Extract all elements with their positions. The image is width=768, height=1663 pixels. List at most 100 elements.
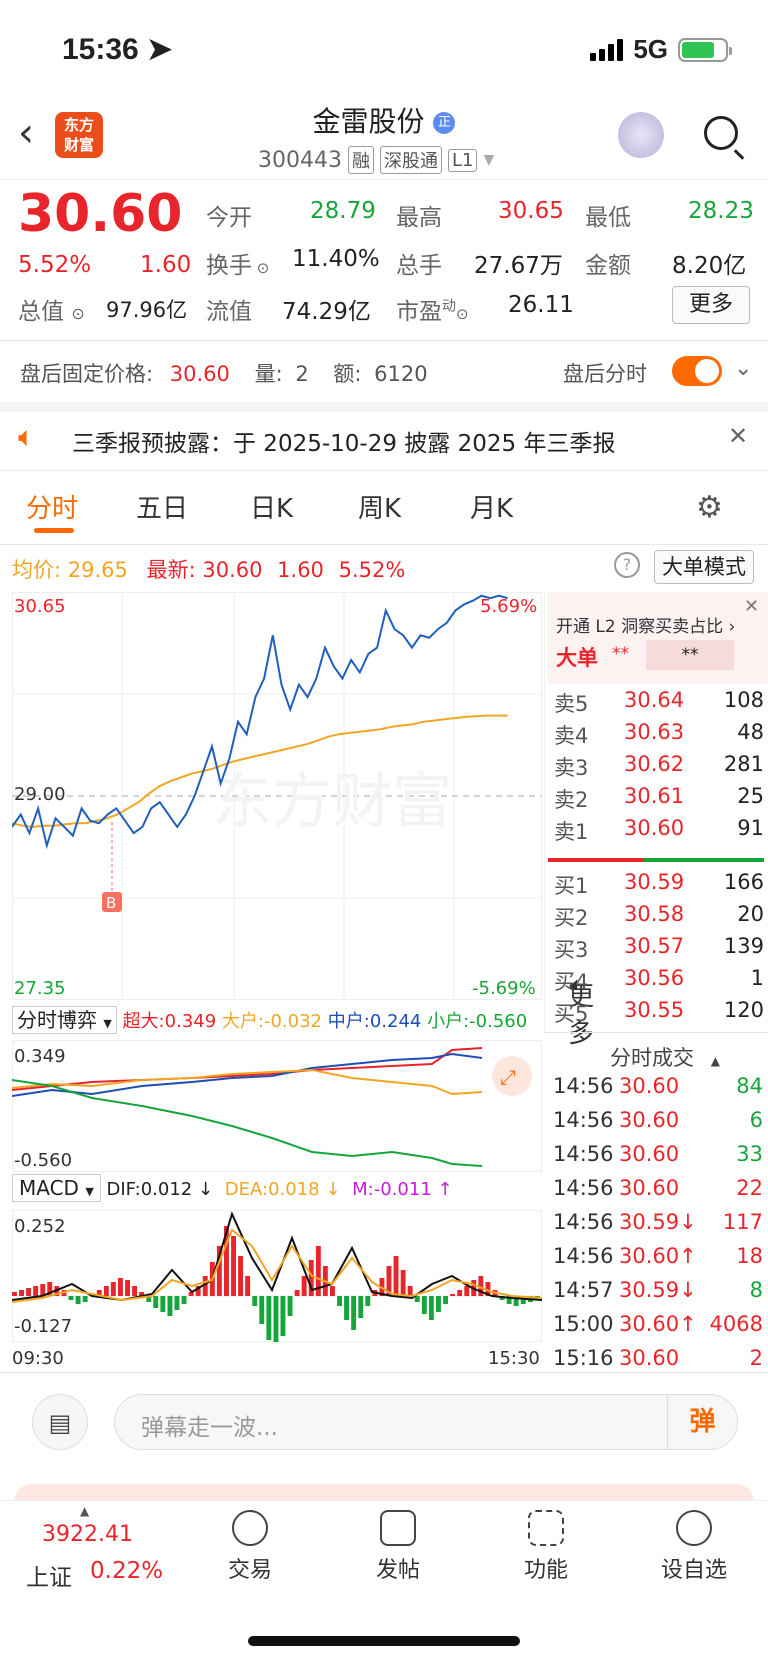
level-price: 30.56 <box>624 966 685 990</box>
after-hours-toggle[interactable] <box>672 356 722 386</box>
level-volume: 281 <box>723 752 764 776</box>
ask-row[interactable]: 卖5 30.64 108 <box>554 688 764 718</box>
macd-bar <box>75 1296 81 1304</box>
macd-bar <box>266 1296 272 1340</box>
ask-row[interactable]: 卖1 30.60 91 <box>554 816 764 846</box>
macd-bar <box>167 1296 173 1316</box>
macd-bar <box>407 1286 413 1296</box>
chevron-down-icon[interactable]: ⌄ <box>734 356 753 381</box>
tab-daily-k[interactable]: 日K <box>250 494 294 524</box>
notice-text[interactable]: 三季报预披露：于 2025-10-29 披露 2025 年三季报 <box>72 431 616 457</box>
status-bar: 15:36 ➤ 5G <box>0 0 768 100</box>
bid-row[interactable]: 买2 30.58 20 <box>554 902 764 932</box>
big-order-value-2: ** <box>646 640 734 670</box>
level-volume: 1 <box>750 966 764 990</box>
macd-bar <box>40 1284 46 1296</box>
assistant-avatar-icon[interactable] <box>618 112 664 158</box>
macd-bar <box>110 1282 116 1296</box>
macd-bar <box>139 1292 145 1296</box>
after-hours-chart-label: 盘后分时 <box>563 362 647 386</box>
index-percent[interactable]: 0.22% <box>90 1558 164 1584</box>
macd-bar <box>132 1286 137 1296</box>
x-start-label: 09:30 <box>12 1348 64 1369</box>
intraday-chart[interactable]: 东方财富 B 30.65 29.00 27.35 5.69% -5.69% <box>12 592 542 1000</box>
index-name[interactable]: 上证 <box>26 1565 72 1591</box>
tab-intraday[interactable]: 分时 <box>26 494 79 524</box>
ask-row[interactable]: 卖3 30.62 281 <box>554 752 764 782</box>
level-label: 买5 <box>554 1002 589 1026</box>
bid-row[interactable]: 买5 30.55 120 <box>554 998 764 1028</box>
volume-value: 27.67万 <box>474 253 563 279</box>
danmaku-send-button[interactable]: 弹 <box>667 1395 737 1449</box>
close-icon[interactable]: ✕ <box>728 422 749 450</box>
svg-text:B: B <box>106 894 116 912</box>
back-icon[interactable]: ‹ <box>18 110 34 156</box>
macd-bar <box>301 1276 307 1296</box>
amount-value: 8.20亿 <box>672 253 747 279</box>
macd-select[interactable]: MACD ▼ <box>12 1174 101 1202</box>
more-button[interactable]: 更多 <box>672 286 750 324</box>
buy-marker[interactable] <box>102 892 122 912</box>
level-volume: 48 <box>737 720 764 744</box>
bid-row[interactable]: 买1 30.59 166 <box>554 870 764 900</box>
big-order-mode-button[interactable]: 大单模式 <box>654 550 754 584</box>
tab-weekly-k[interactable]: 周K <box>358 494 402 524</box>
nav-post[interactable]: 发帖 <box>348 1510 448 1584</box>
nav-watchlist[interactable]: 设自选 <box>644 1510 744 1584</box>
bid-row[interactable]: 买3 30.57 139 <box>554 934 764 964</box>
svg-text:⤢: ⤢ <box>500 1065 516 1089</box>
macd-bar <box>513 1296 519 1306</box>
amount-label: 金额 <box>585 253 631 279</box>
level-price: 30.64 <box>624 688 685 712</box>
float-label: 流值 <box>206 299 252 325</box>
macd-bar <box>160 1296 166 1312</box>
macd-bar <box>400 1270 406 1296</box>
ask-bid-bar-red <box>548 858 644 862</box>
change-percent: 5.52% <box>18 252 92 278</box>
gear-icon[interactable]: ⚙ <box>696 490 723 525</box>
comment-input[interactable]: 弹幕走一波... 弹 <box>114 1394 738 1450</box>
trade-row: 14:56 30.60↑ 18 <box>553 1244 763 1268</box>
macd-bar <box>386 1266 392 1296</box>
price-line <box>12 594 508 850</box>
bid-row[interactable]: 买4 30.56 1 <box>554 966 764 996</box>
nav-trade[interactable]: 交易 <box>200 1510 300 1584</box>
nav-functions[interactable]: 功能 <box>496 1510 596 1584</box>
macd-chart[interactable]: 0.252 -0.127 <box>12 1210 542 1342</box>
macd-bar <box>294 1290 300 1296</box>
trades-title[interactable]: 分时成交 ▲ <box>610 1046 720 1070</box>
index-value[interactable]: 3922.41 <box>42 1522 133 1547</box>
level-price: 30.58 <box>624 902 685 926</box>
danmaku-settings-icon[interactable]: ▤ <box>32 1394 88 1450</box>
tag-margin: 融 <box>347 146 374 174</box>
game-select[interactable]: 分时博弈 ▼ <box>12 1006 117 1034</box>
expand-icon[interactable] <box>492 1056 532 1096</box>
app-logo: 东方 财富 <box>55 112 103 158</box>
search-icon[interactable] <box>704 116 745 160</box>
last-price: 30.60 <box>18 184 183 244</box>
ask-row[interactable]: 卖2 30.61 25 <box>554 784 764 814</box>
close-icon[interactable]: ✕ <box>744 596 760 617</box>
l2-header[interactable]: 开通 L2 洞察买卖占比 › <box>556 617 736 637</box>
chart-summary: 均价: 29.65 最新: 30.60 1.60 5.52% <box>12 558 406 582</box>
tab-monthly-k[interactable]: 月K <box>470 494 514 524</box>
game-chart[interactable]: 0.349 -0.560 ⤢ <box>12 1040 542 1172</box>
chevron-down-icon[interactable]: ▼ <box>483 152 495 168</box>
app-header <box>0 100 768 180</box>
chevron-up-icon[interactable]: ▲ <box>80 1504 90 1518</box>
level-volume: 20 <box>737 902 764 926</box>
macd-bar <box>485 1282 491 1296</box>
level-volume: 139 <box>723 934 764 958</box>
macd-bar <box>443 1296 448 1304</box>
level-price: 30.63 <box>624 720 685 744</box>
help-icon[interactable]: ? <box>614 552 640 578</box>
trade-row: 14:56 30.60 6 <box>553 1108 763 1132</box>
home-indicator <box>248 1636 520 1646</box>
stock-title: 金雷股份 正 <box>0 100 768 140</box>
macd-bar <box>188 1292 194 1296</box>
watermark: 东方财富 <box>212 767 452 837</box>
macd-bar <box>96 1290 102 1296</box>
ask-row[interactable]: 卖4 30.63 48 <box>554 720 764 750</box>
macd-bar <box>365 1296 371 1306</box>
tab-five-day[interactable]: 五日 <box>136 494 189 524</box>
